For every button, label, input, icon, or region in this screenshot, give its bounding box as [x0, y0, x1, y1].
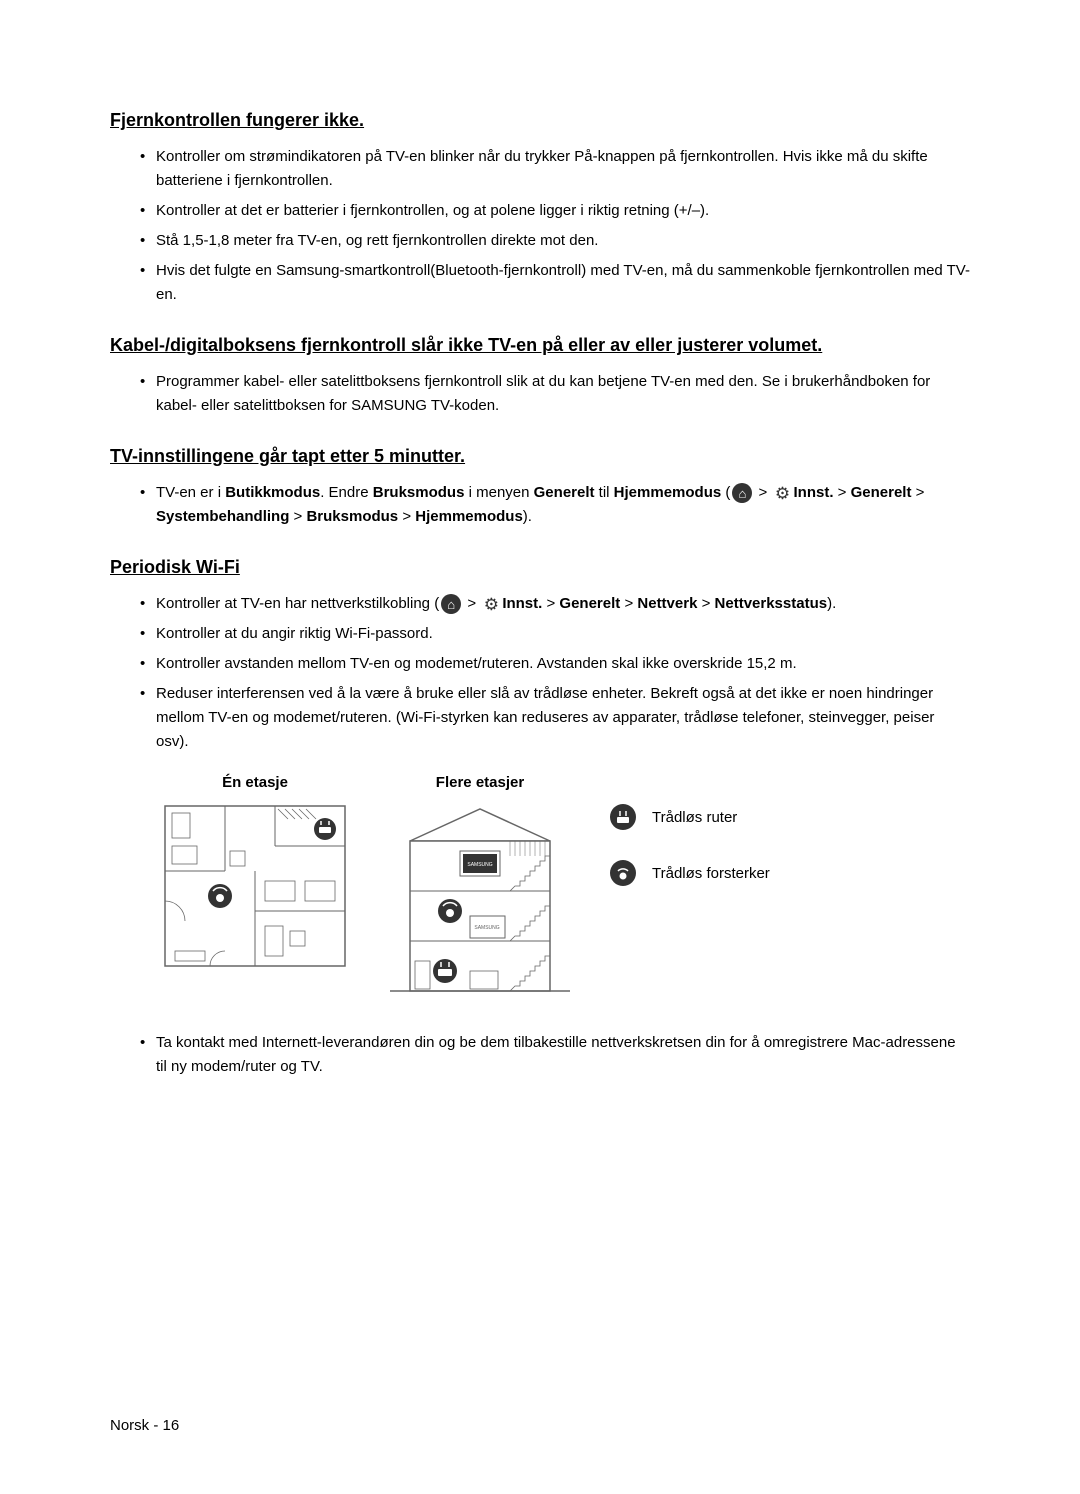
section-cable-box: Kabel-/digitalboksens fjernkontroll slår… — [110, 335, 970, 418]
text: . Endre — [320, 484, 373, 501]
bold-text: Hjemmemodus — [614, 484, 722, 501]
text: TV-en er i — [156, 484, 225, 501]
bold-text: Nettverksstatus — [715, 595, 828, 612]
bold-text: Innst. — [502, 595, 542, 612]
gear-icon — [773, 484, 791, 502]
list-item: Kontroller at TV-en har nettverkstilkobl… — [140, 592, 970, 616]
list-item: Reduser interferensen ved å la være å br… — [140, 682, 970, 754]
legend-item-repeater: Trådløs forsterker — [610, 860, 770, 886]
diagram-title: Én etasje — [222, 774, 288, 791]
bold-text: Innst. — [793, 484, 833, 501]
bold-text: Bruksmodus — [373, 484, 465, 501]
bold-text: Hjemmemodus — [415, 508, 523, 525]
section-remote-not-working: Fjernkontrollen fungerer ikke. Kontrolle… — [110, 110, 970, 307]
list-item: Kontroller avstanden mellom TV-en og mod… — [140, 652, 970, 676]
section-heading: Periodisk Wi-Fi — [110, 557, 970, 578]
section-heading: TV-innstillingene går tapt etter 5 minut… — [110, 446, 970, 467]
repeater-icon — [610, 860, 636, 886]
bold-text: Generelt — [851, 484, 912, 501]
legend-label: Trådløs forsterker — [652, 865, 770, 882]
bold-text: Generelt — [559, 595, 620, 612]
text: > — [289, 508, 306, 525]
legend: Trådløs ruter Trådløs forsterker — [610, 804, 770, 886]
section-tv-settings: TV-innstillingene går tapt etter 5 minut… — [110, 446, 970, 529]
diagrams-container: Én etasje — [160, 774, 970, 1001]
text: > — [911, 484, 924, 501]
bold-text: Bruksmodus — [306, 508, 398, 525]
bold-text: Butikkmodus — [225, 484, 320, 501]
section-list: Ta kontakt med Internett-leverandøren di… — [110, 1031, 970, 1079]
legend-label: Trådløs ruter — [652, 809, 737, 826]
text: ). — [827, 595, 836, 612]
list-item: Stå 1,5-1,8 meter fra TV-en, og rett fje… — [140, 229, 970, 253]
text: > — [398, 508, 415, 525]
text: ). — [523, 508, 532, 525]
svg-text:SAMSUNG: SAMSUNG — [467, 862, 492, 868]
home-icon — [441, 594, 461, 614]
page-footer: Norsk - 16 — [110, 1417, 179, 1434]
list-item: Ta kontakt med Internett-leverandøren di… — [140, 1031, 970, 1079]
text: > — [620, 595, 637, 612]
bold-text: Systembehandling — [156, 508, 289, 525]
text: > — [542, 595, 559, 612]
svg-text:SAMSUNG: SAMSUNG — [474, 925, 499, 931]
text: > — [754, 484, 771, 501]
text: > — [697, 595, 714, 612]
multi-floor-diagram: Flere etasjer SAM — [380, 774, 580, 1001]
list-item: Kontroller at det er batterier i fjernko… — [140, 199, 970, 223]
section-list: TV-en er i Butikkmodus. Endre Bruksmodus… — [110, 481, 970, 529]
router-icon — [610, 804, 636, 830]
bold-text: Generelt — [534, 484, 595, 501]
bold-text: Nettverk — [637, 595, 697, 612]
list-item: Kontroller at du angir riktig Wi-Fi-pass… — [140, 622, 970, 646]
list-item: Hvis det fulgte en Samsung-smartkontroll… — [140, 259, 970, 307]
text: Kontroller at TV-en har nettverkstilkobl… — [156, 595, 439, 612]
house-svg: SAMSUNG SAMSUNG — [380, 801, 580, 1001]
section-periodic-wifi: Periodisk Wi-Fi Kontroller at TV-en har … — [110, 557, 970, 1079]
floorplan-svg — [160, 801, 350, 971]
section-list: Kontroller om strømindikatoren på TV-en … — [110, 145, 970, 307]
section-heading: Fjernkontrollen fungerer ikke. — [110, 110, 970, 131]
list-item: Programmer kabel- eller satelittboksens … — [140, 370, 970, 418]
text: > — [463, 595, 480, 612]
text: > — [833, 484, 850, 501]
text: i menyen — [464, 484, 533, 501]
home-icon — [732, 483, 752, 503]
legend-item-router: Trådløs ruter — [610, 804, 770, 830]
list-item: TV-en er i Butikkmodus. Endre Bruksmodus… — [140, 481, 970, 529]
single-floor-diagram: Én etasje — [160, 774, 350, 971]
text: ( — [721, 484, 730, 501]
section-list: Programmer kabel- eller satelittboksens … — [110, 370, 970, 418]
section-list: Kontroller at TV-en har nettverkstilkobl… — [110, 592, 970, 754]
text: til — [595, 484, 614, 501]
diagram-title: Flere etasjer — [436, 774, 524, 791]
gear-icon — [482, 595, 500, 613]
section-heading: Kabel-/digitalboksens fjernkontroll slår… — [110, 335, 970, 356]
list-item: Kontroller om strømindikatoren på TV-en … — [140, 145, 970, 193]
